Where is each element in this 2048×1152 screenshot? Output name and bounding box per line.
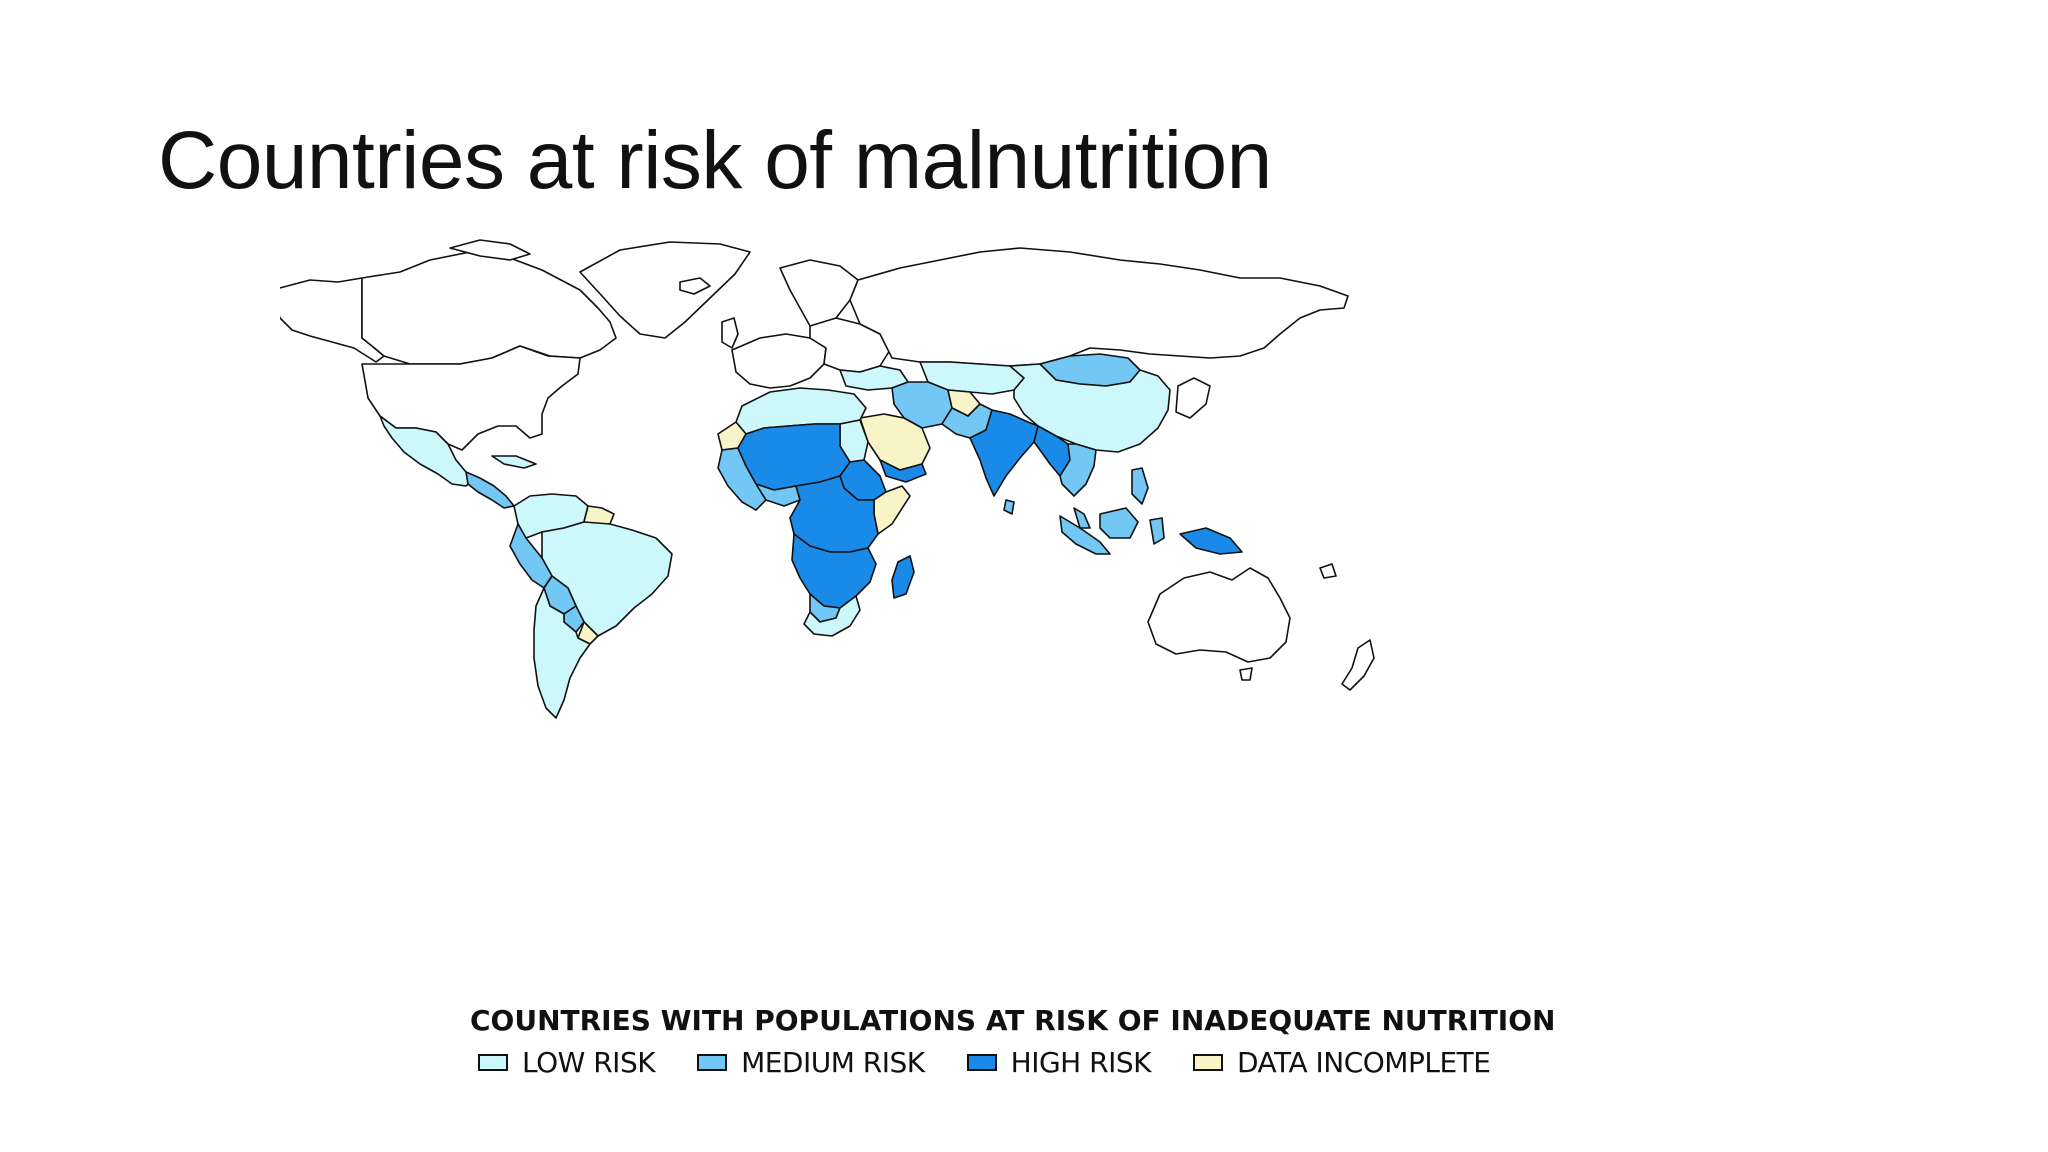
region-central-america xyxy=(465,471,515,509)
region-canadian-islands xyxy=(449,239,531,261)
region-yemen xyxy=(879,459,927,483)
region-philippines xyxy=(1131,467,1149,505)
legend-label-high-risk: HIGH RISK xyxy=(1010,1045,1152,1079)
legend-item-data-incomplete: DATA INCOMPLETE xyxy=(1192,1045,1491,1079)
region-indonesia-west xyxy=(1059,515,1111,555)
legend-swatch-high-risk xyxy=(966,1053,997,1071)
region-malaysia xyxy=(1073,507,1091,529)
region-russia xyxy=(849,247,1349,367)
region-new-zealand xyxy=(1341,639,1375,691)
region-indochina xyxy=(1059,443,1097,497)
legend-label-data-incomplete: DATA INCOMPLETE xyxy=(1236,1045,1491,1079)
legend-swatch-data-incomplete xyxy=(1192,1053,1223,1071)
world-map xyxy=(280,238,1800,990)
region-south-africa xyxy=(803,595,861,637)
region-cuba xyxy=(491,455,537,469)
region-iceland xyxy=(679,277,711,295)
legend-item-low-risk: LOW RISK xyxy=(478,1045,656,1079)
legend-item-medium-risk: MEDIUM RISK xyxy=(697,1046,925,1079)
legend-label-medium-risk: MEDIUM RISK xyxy=(741,1045,925,1079)
region-borneo xyxy=(1099,507,1139,539)
legend-title: COUNTRIES WITH POPULATIONS AT RISK OF IN… xyxy=(470,1004,1556,1037)
slide-title: Countries at risk of malnutrition xyxy=(158,115,1272,206)
legend-label-low-risk: LOW RISK xyxy=(522,1045,656,1079)
legend-item-high-risk: HIGH RISK xyxy=(966,1045,1152,1079)
region-central-africa xyxy=(789,475,879,553)
region-greenland xyxy=(579,241,751,339)
legend-swatch-low-risk xyxy=(478,1053,508,1071)
region-india xyxy=(969,409,1039,497)
region-papua xyxy=(1179,527,1243,555)
region-pacific-islands xyxy=(1319,563,1337,579)
region-argentina-chile xyxy=(533,587,591,719)
region-guyana xyxy=(583,505,615,525)
region-korea-japan xyxy=(1175,377,1211,419)
legend-swatch-medium-risk xyxy=(697,1053,728,1071)
region-saudi-arabia xyxy=(859,413,931,471)
region-scandinavia xyxy=(779,259,859,331)
world-map-svg xyxy=(280,239,1375,719)
region-western-europe xyxy=(731,333,827,389)
region-uk xyxy=(721,317,739,349)
region-australia xyxy=(1147,567,1291,663)
region-tasmania xyxy=(1239,667,1253,681)
region-madagascar xyxy=(891,555,915,599)
region-southern-africa xyxy=(791,533,877,609)
region-sulawesi xyxy=(1149,517,1165,545)
legend: LOW RISK MEDIUM RISK HIGH RISK DATA INCO… xyxy=(478,1044,1532,1080)
region-china xyxy=(1009,363,1171,453)
region-alaska xyxy=(280,277,385,363)
region-sri-lanka xyxy=(1003,499,1015,515)
region-canada xyxy=(361,251,617,365)
